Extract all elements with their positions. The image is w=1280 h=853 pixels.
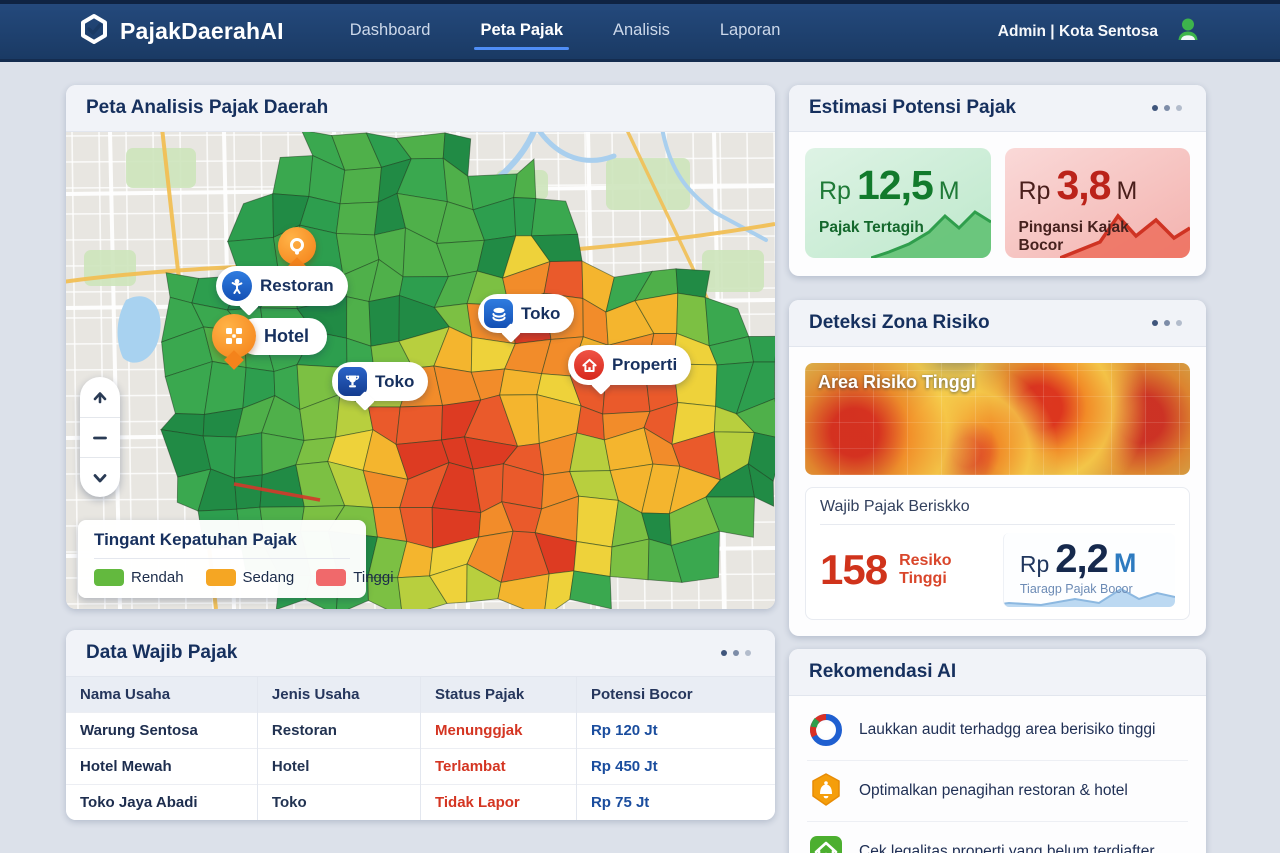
nav-item-laporan[interactable]: Laporan [719,21,781,39]
risk-count-label: Resiko Tinggi [899,552,952,587]
leak-amount-label: Tiaragp Pajak Bocor [1019,582,1133,596]
hotel-marker-icon [212,314,256,370]
risk-summary: Wajib Pajak Beriskko 158 Resiko Tinggi R… [805,487,1190,620]
marker-properti-label: Properti [612,355,678,374]
map-legend-title: Tingant Kepatuhan Pajak [94,530,350,559]
legend-swatch-tinggi [316,569,347,586]
estimasi-card-title: Estimasi Potensi Pajak [809,97,1016,118]
marker-hotel[interactable]: Hotel [212,314,327,370]
col-status-pajak: Status Pajak [419,677,577,713]
shop-layers-icon [484,299,513,328]
blue-area-sparkline [1003,587,1175,607]
map-pan-down-button[interactable] [80,457,120,497]
table-card-header: Data Wajib Pajak [66,630,775,677]
col-jenis-usaha: Jenis Usaha [256,677,421,713]
stat-pajak-tertagih: Rp 12,5 M Pajak Tertagih [805,148,991,258]
marker-toko-mid[interactable]: Toko [332,362,429,401]
table-row[interactable]: Warung Sentosa Restoran Menunggjak Rp 12… [66,712,775,749]
col-nama-usaha: Nama Usaha [66,677,258,713]
deteksi-menu-button[interactable] [1148,316,1186,330]
billing-bell-icon [807,772,845,810]
map-pan-up-button[interactable] [80,377,120,417]
risk-subtitle: Wajib Pajak Beriskko [820,498,1175,525]
map-card-header: Peta Analisis Pajak Daerah [66,85,775,132]
brand: PajakDaerahAI [78,13,284,50]
legend-swatch-sedang [205,569,236,586]
rekomendasi-card-header: Rekomendasi AI [789,649,1206,696]
marker-toko-mid-label: Toko [375,371,415,391]
audit-chart-icon [807,711,845,749]
top-navbar: PajakDaerahAI Dashboard Peta Pajak Anali… [0,0,1280,62]
legend-item-rendah: Rendah [94,569,184,586]
risk-count: 158 [820,546,888,593]
table-row[interactable]: Hotel Mewah Hotel Terlambat Rp 450 Jt [66,748,775,785]
table-header-row: Nama Usaha Jenis Usaha Status Pajak Pote… [66,677,775,713]
marker-toko-upper[interactable]: Toko [478,294,575,333]
table-row[interactable]: Toko Jaya Abadi Toko Tidak Lapor Rp 75 J… [66,784,775,820]
estimasi-card: Estimasi Potensi Pajak Rp 12,5 M Pajak T… [789,85,1206,276]
brand-name: PajakDaerahAI [120,18,284,44]
marker-properti[interactable]: Properti [568,345,692,385]
reco-item-penagihan: Optimalkan penagihan restoran & hotel [807,760,1188,821]
taxpayer-table-card: Data Wajib Pajak Nama Usaha Jenis Usaha … [66,630,775,820]
heatmap-label: Area Risiko Tinggi [818,372,976,392]
nav-item-dashboard[interactable]: Dashboard [349,21,431,39]
map-zoom-control [80,377,120,497]
user-label: Admin | Kota Sentosa [997,22,1158,40]
shop-trophy-icon [338,367,367,396]
risk-heatmap: Area Risiko Tinggi [805,363,1190,475]
property-house-icon [574,350,604,380]
tax-choropleth-map[interactable]: Restoran Hotel [66,132,775,609]
legend-item-tinggi: Tinggi [316,569,394,586]
map-legend: Tingant Kepatuhan Pajak Rendah Sedang [78,520,394,598]
user-avatar-icon[interactable] [1174,15,1202,48]
restaurant-marker-icon [222,271,252,301]
stat-pajak-bocor: Rp 3,8 M Pingansi Kajak Bocor [1004,148,1190,258]
nav-links: Dashboard Peta Pajak Analisis Laporan [348,13,783,50]
property-check-icon [807,833,845,853]
orange-pin-marker[interactable] [278,227,316,277]
status-badge: Menunggjak [419,712,577,749]
marker-toko-upper-label: Toko [521,303,561,323]
user-menu[interactable]: Admin | Kota Sentosa [998,15,1202,48]
status-badge: Terlambat [419,748,577,785]
status-badge: Tidak Lapor [419,784,577,820]
table-card-title: Data Wajib Pajak [86,642,238,663]
marker-restoran-label: Restoran [260,276,334,295]
legend-swatch-rendah [94,569,124,586]
estimasi-menu-button[interactable] [1148,101,1186,115]
map-zoom-out-button[interactable] [80,417,120,457]
col-potensi-bocor: Potensi Bocor [575,677,775,713]
map-card: Peta Analisis Pajak Daerah Restoran [66,85,775,609]
brand-logo-icon [78,13,110,50]
reco-item-audit: Laukkan audit terhadgg area berisiko tin… [807,700,1188,760]
table-menu-button[interactable] [717,646,755,660]
map-card-title: Peta Analisis Pajak Daerah [86,97,329,118]
legend-item-sedang: Sedang [205,569,294,586]
estimasi-card-header: Estimasi Potensi Pajak [789,85,1206,132]
reco-item-legalitas: Cek legalitas properti yang belum terdia… [807,821,1188,853]
deteksi-card-title: Deteksi Zona Risiko [809,312,990,333]
deteksi-card-header: Deteksi Zona Risiko [789,300,1206,347]
marker-restoran[interactable]: Restoran [216,266,348,306]
green-sparkline [870,210,991,258]
taxpayer-table: Nama Usaha Jenis Usaha Status Pajak Pote… [66,677,775,820]
rekomendasi-card: Rekomendasi AI Laukkan audit terhadgg ar… [789,649,1206,853]
red-sparkline [1060,213,1190,258]
rekomendasi-card-title: Rekomendasi AI [809,661,957,682]
nav-item-peta-pajak[interactable]: Peta Pajak [474,13,569,50]
deteksi-card: Deteksi Zona Risiko Area Risiko Tinggi W… [789,300,1206,636]
leak-amount-box: Rp 2,2 M Tiaragp Pajak Bocor [1002,533,1175,607]
nav-item-analisis[interactable]: Analisis [613,21,670,39]
